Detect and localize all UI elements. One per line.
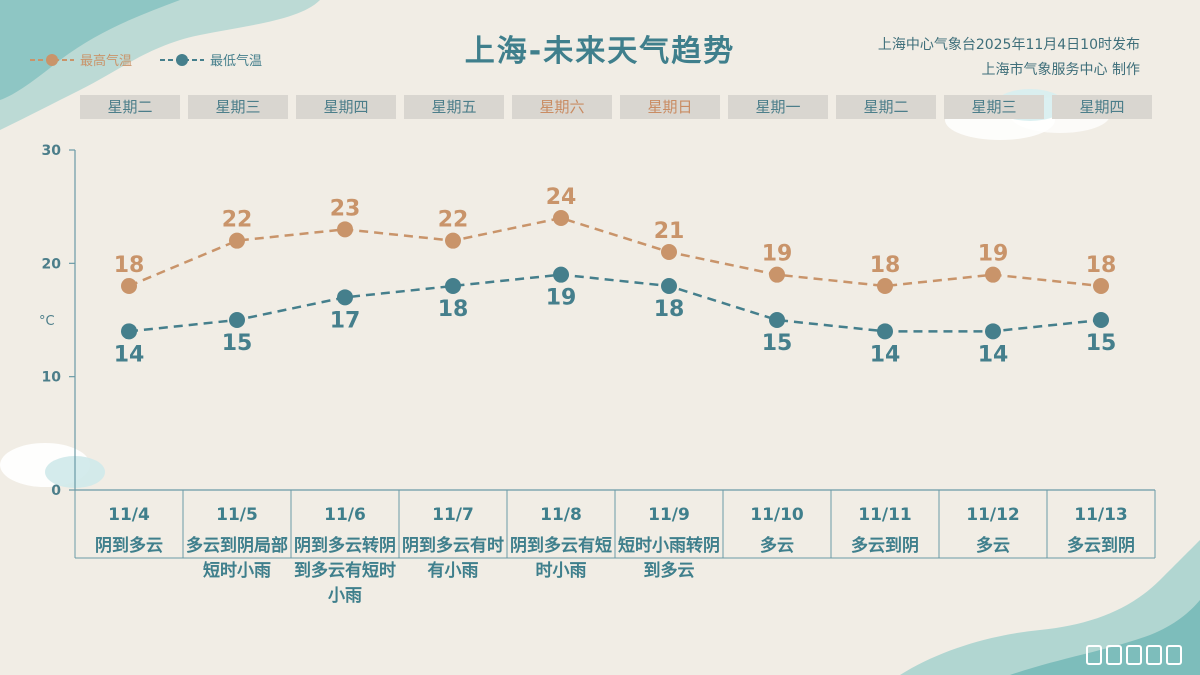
low-temp-label: 14 (870, 342, 901, 367)
date-label: 11/5 (216, 505, 258, 525)
low-temp-point (661, 278, 677, 294)
weather-description: 多云 (976, 536, 1010, 556)
weekday-label: 星期二 (836, 95, 936, 119)
high-temp-point (661, 244, 677, 260)
weather-description: 阴到多云转阴 到多云有短时 小雨 (294, 536, 396, 606)
low-temp-point (877, 323, 893, 340)
weather-description: 多云到阴 (1067, 536, 1135, 556)
date-label: 11/11 (858, 505, 912, 525)
page-title: 上海-未来天气趋势 (464, 34, 736, 69)
high-temp-point (445, 232, 461, 249)
y-tick-label: 10 (42, 370, 62, 386)
legend-item-high: 最高气温 (30, 50, 132, 69)
date-label: 11/4 (108, 505, 150, 525)
low-temp-point (769, 312, 785, 328)
date-label: 11/12 (966, 505, 1020, 525)
weather-description: 多云到阴 (851, 536, 919, 556)
low-temp-label: 15 (222, 331, 253, 356)
weekday-label: 星期日 (620, 95, 720, 119)
high-temp-point (337, 221, 353, 238)
high-temp-label: 21 (654, 219, 685, 244)
weather-description: 阴到多云有短 时小雨 (510, 536, 612, 581)
high-temp-point (769, 266, 785, 283)
weather-description: 多云到阴局部 短时小雨 (186, 536, 288, 581)
high-temp-label: 18 (1086, 253, 1117, 278)
weather-description: 多云 (760, 536, 794, 556)
legend-label-low: 最低气温 (210, 54, 263, 69)
legend: 最高气温 最低气温 (30, 50, 262, 69)
low-temp-point (445, 278, 461, 294)
weather-description: 阴到多云有时 有小雨 (402, 536, 504, 581)
high-temp-label: 22 (222, 208, 253, 233)
low-temp-point (337, 289, 353, 306)
weekday-label: 星期三 (944, 95, 1044, 119)
low-temp-point (229, 312, 245, 328)
low-temp-label: 17 (330, 308, 361, 333)
series-line-low (128, 273, 1102, 333)
low-temp-point (121, 323, 137, 340)
high-temp-point (553, 210, 569, 226)
weekday-label: 星期三 (188, 95, 288, 119)
legend-item-low: 最低气温 (160, 50, 262, 69)
high-temp-label: 24 (546, 185, 577, 210)
high-temp-point (229, 232, 245, 249)
date-label: 11/7 (432, 505, 474, 525)
weekday-label: 星期二 (80, 95, 180, 119)
weekday-label: 星期一 (728, 95, 828, 119)
low-temp-label: 14 (978, 342, 1009, 367)
low-temp-label: 15 (1086, 331, 1117, 356)
high-temp-label: 18 (870, 253, 901, 278)
high-temp-label: 22 (438, 208, 469, 233)
date-label: 11/10 (750, 505, 804, 525)
date-label: 11/13 (1074, 505, 1128, 525)
y-tick-label: 20 (42, 256, 62, 272)
series-line-high (128, 216, 1102, 288)
weekday-label: 星期四 (1052, 95, 1152, 119)
high-temp-point (985, 266, 1001, 283)
high-temp-label: 19 (978, 242, 1009, 267)
high-temp-point (121, 278, 137, 294)
weekday-label: 星期六 (512, 95, 612, 119)
legend-high-marker-icon (30, 53, 74, 66)
weekday-label: 星期四 (296, 95, 396, 119)
date-label: 11/6 (324, 505, 366, 525)
publisher-line-1: 上海中心气象台2025年11月4日10时发布 (877, 37, 1140, 53)
low-temp-label: 19 (546, 286, 577, 311)
low-temp-label: 18 (654, 297, 685, 322)
weather-description: 短时小雨转阴 到多云 (618, 536, 720, 581)
y-axis-unit-label: °C (39, 314, 55, 329)
publisher-line-2: 上海市气象服务中心 制作 (981, 62, 1140, 78)
low-temp-label: 15 (762, 331, 793, 356)
low-temp-point (553, 266, 569, 283)
y-tick-label: 30 (42, 143, 62, 159)
high-temp-point (1093, 278, 1109, 294)
low-temp-label: 18 (438, 297, 469, 322)
high-temp-point (877, 278, 893, 294)
low-temp-point (1093, 312, 1109, 328)
low-temp-label: 14 (114, 342, 145, 367)
date-label: 11/8 (540, 505, 582, 525)
low-temp-point (985, 323, 1001, 340)
date-label: 11/9 (648, 505, 690, 525)
weekday-label: 星期五 (404, 95, 504, 119)
high-temp-label: 19 (762, 242, 793, 267)
legend-low-marker-icon (160, 53, 205, 66)
high-temp-label: 23 (330, 196, 361, 221)
legend-label-high: 最高气温 (80, 54, 133, 69)
watermark-decoration (1086, 645, 1182, 665)
weather-description: 阴到多云 (95, 536, 163, 556)
y-tick-label: 0 (51, 483, 61, 499)
high-temp-label: 18 (114, 253, 145, 278)
